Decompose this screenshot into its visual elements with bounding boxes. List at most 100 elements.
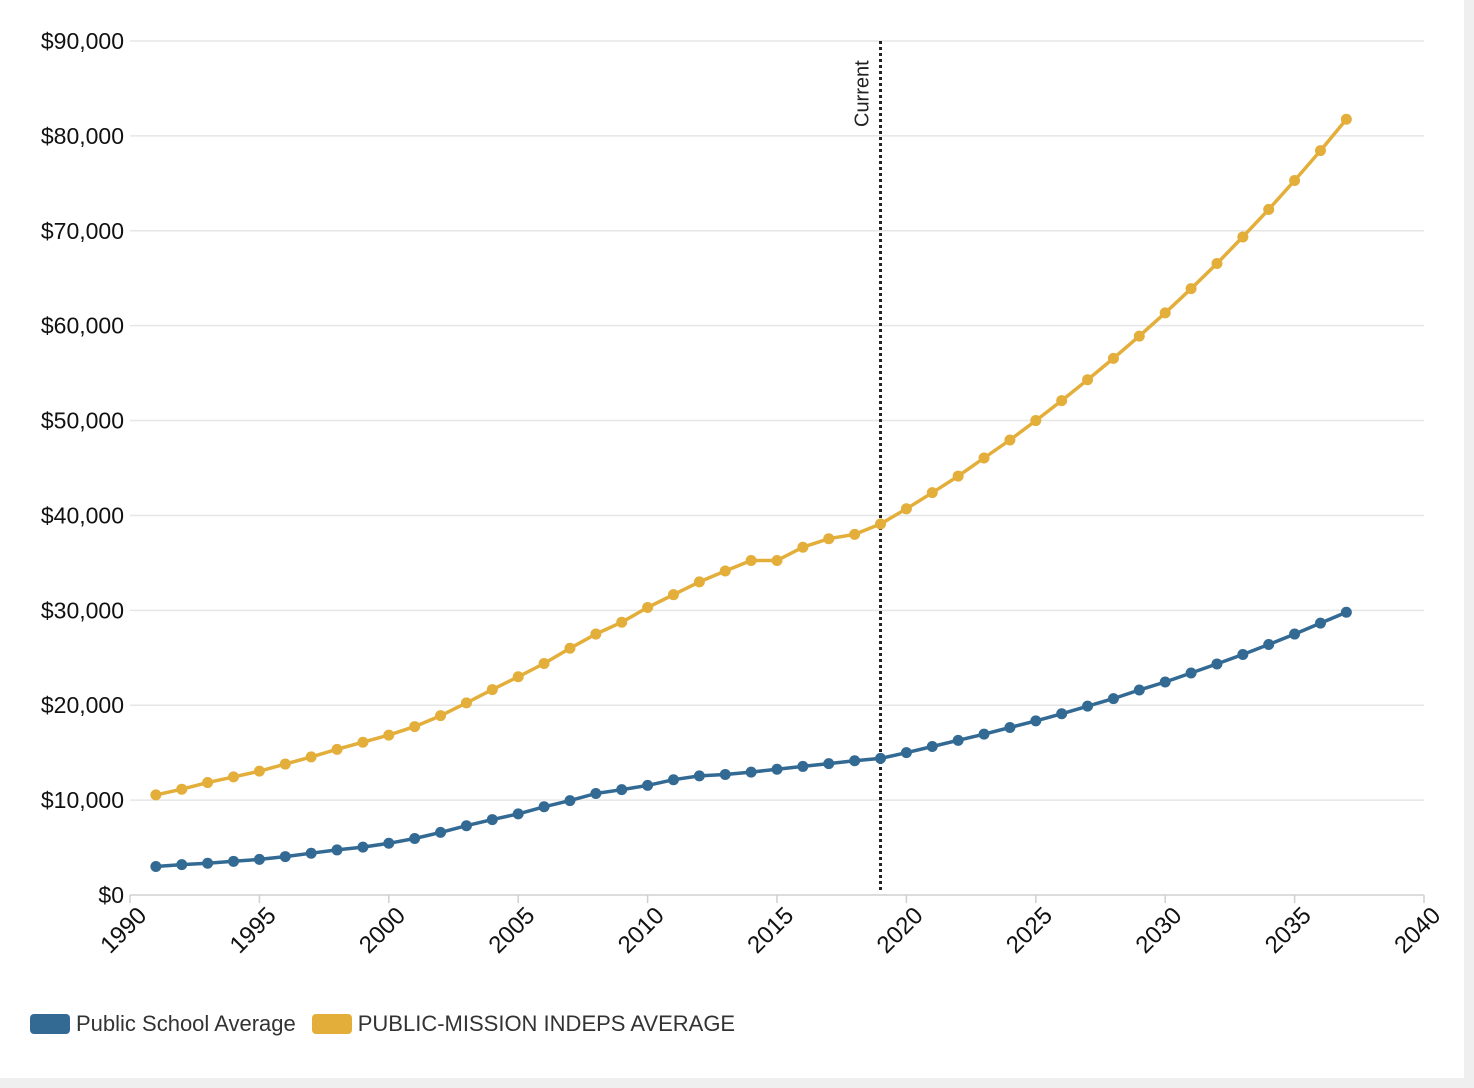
data-point[interactable] — [642, 601, 654, 613]
data-point[interactable] — [1133, 684, 1145, 696]
data-point[interactable] — [1133, 330, 1145, 342]
data-point[interactable] — [202, 777, 214, 789]
data-point[interactable] — [616, 616, 628, 628]
data-point[interactable] — [1107, 693, 1119, 705]
data-point[interactable] — [409, 833, 421, 845]
data-point[interactable] — [305, 847, 317, 859]
data-point[interactable] — [719, 565, 731, 577]
data-point[interactable] — [1185, 667, 1197, 679]
data-point[interactable] — [202, 857, 214, 869]
data-point[interactable] — [875, 752, 887, 764]
legend-swatch-public-mission-indeps-average — [311, 1014, 352, 1034]
data-point[interactable] — [900, 503, 912, 515]
data-point[interactable] — [357, 841, 369, 853]
data-point[interactable] — [228, 771, 240, 783]
data-point[interactable] — [538, 801, 550, 813]
data-point[interactable] — [486, 684, 498, 696]
data-point[interactable] — [978, 452, 990, 464]
data-point[interactable] — [849, 528, 861, 540]
data-point[interactable] — [1314, 145, 1326, 157]
data-point[interactable] — [460, 697, 472, 709]
data-point[interactable] — [1082, 374, 1094, 386]
data-point[interactable] — [823, 758, 835, 770]
data-point[interactable] — [900, 747, 912, 759]
data-point[interactable] — [952, 470, 964, 482]
data-point[interactable] — [538, 657, 550, 669]
data-point[interactable] — [279, 758, 291, 770]
data-point[interactable] — [409, 721, 421, 733]
data-point[interactable] — [745, 555, 757, 567]
data-point[interactable] — [1030, 715, 1042, 727]
data-point[interactable] — [797, 760, 809, 772]
data-point[interactable] — [305, 751, 317, 763]
data-point[interactable] — [564, 795, 576, 807]
data-point[interactable] — [590, 787, 602, 799]
data-point[interactable] — [1289, 628, 1301, 640]
data-point[interactable] — [642, 779, 654, 791]
data-point[interactable] — [564, 642, 576, 654]
data-point[interactable] — [1004, 722, 1016, 734]
data-point[interactable] — [331, 844, 343, 856]
data-point[interactable] — [590, 628, 602, 640]
legend-item-public-school-average[interactable]: Public School Average — [30, 1011, 296, 1037]
data-point[interactable] — [150, 789, 162, 801]
data-point[interactable] — [1340, 113, 1352, 125]
data-point[interactable] — [228, 855, 240, 867]
x-tick-label: 2015 — [742, 902, 799, 959]
data-point[interactable] — [693, 770, 705, 782]
data-point[interactable] — [667, 774, 679, 786]
current-marker-label: Current — [852, 60, 874, 127]
data-point[interactable] — [1082, 700, 1094, 712]
data-point[interactable] — [1237, 231, 1249, 243]
data-point[interactable] — [1159, 676, 1171, 688]
data-point[interactable] — [176, 859, 188, 871]
data-point[interactable] — [667, 589, 679, 601]
data-point[interactable] — [279, 851, 291, 863]
data-point[interactable] — [1340, 606, 1352, 618]
data-point[interactable] — [253, 765, 265, 777]
data-point[interactable] — [771, 763, 783, 775]
data-point[interactable] — [176, 783, 188, 795]
data-point[interactable] — [693, 576, 705, 588]
data-point[interactable] — [616, 784, 628, 796]
legend-item-public-mission-indeps-average[interactable]: PUBLIC-MISSION INDEPS AVERAGE — [311, 1011, 735, 1037]
data-point[interactable] — [1030, 415, 1042, 427]
data-point[interactable] — [1314, 617, 1326, 629]
data-point[interactable] — [1263, 203, 1275, 215]
legend-swatch-public-school-average — [30, 1014, 70, 1034]
data-point[interactable] — [1159, 307, 1171, 319]
data-point[interactable] — [1056, 395, 1068, 407]
data-point[interactable] — [331, 743, 343, 755]
data-point[interactable] — [1185, 283, 1197, 295]
data-point[interactable] — [357, 736, 369, 748]
data-point[interactable] — [383, 729, 395, 741]
data-point[interactable] — [253, 853, 265, 865]
data-point[interactable] — [745, 766, 757, 778]
data-point[interactable] — [1004, 434, 1016, 446]
data-point[interactable] — [926, 487, 938, 499]
data-point[interactable] — [512, 671, 524, 683]
data-point[interactable] — [435, 826, 447, 838]
data-point[interactable] — [875, 518, 887, 530]
data-point[interactable] — [978, 728, 990, 740]
data-point[interactable] — [1211, 258, 1223, 270]
data-point[interactable] — [926, 740, 938, 752]
data-point[interactable] — [952, 734, 964, 746]
data-point[interactable] — [1056, 708, 1068, 720]
data-point[interactable] — [1107, 352, 1119, 364]
data-point[interactable] — [1237, 648, 1249, 660]
data-point[interactable] — [797, 541, 809, 553]
data-point[interactable] — [486, 814, 498, 826]
data-point[interactable] — [150, 861, 162, 873]
data-point[interactable] — [1289, 174, 1301, 186]
data-point[interactable] — [1263, 638, 1275, 650]
data-point[interactable] — [823, 533, 835, 545]
data-point[interactable] — [1211, 658, 1223, 670]
data-point[interactable] — [383, 837, 395, 849]
data-point[interactable] — [435, 710, 447, 722]
data-point[interactable] — [460, 820, 472, 832]
data-point[interactable] — [719, 768, 731, 780]
data-point[interactable] — [512, 808, 524, 820]
data-point[interactable] — [771, 555, 783, 567]
data-point[interactable] — [849, 755, 861, 767]
